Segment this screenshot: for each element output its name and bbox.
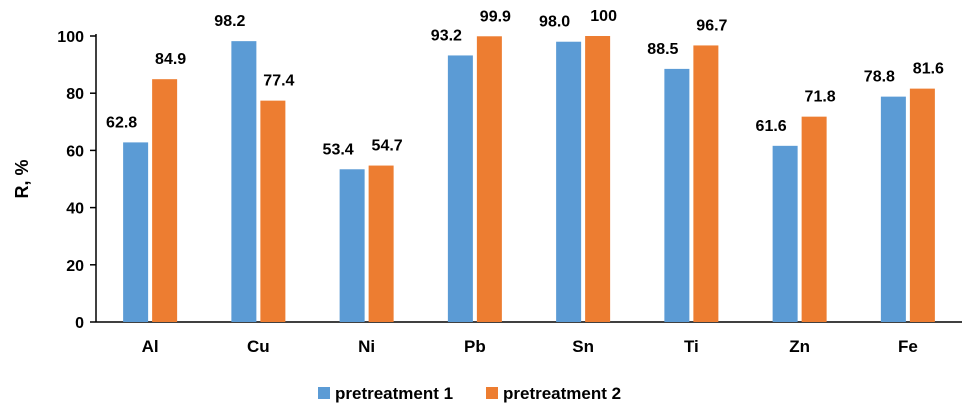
legend: pretreatment 1 pretreatment 2 — [318, 384, 621, 403]
x-tick-label: Sn — [572, 337, 594, 356]
x-axis: Al Cu Ni Pb Sn Ti Zn Fe — [96, 321, 962, 356]
bar-2 — [693, 45, 719, 323]
x-tick-label: Fe — [898, 337, 918, 356]
data-label: 96.7 — [696, 17, 727, 34]
bar-2 — [585, 36, 611, 322]
data-label: 62.8 — [106, 114, 137, 131]
bar-1 — [231, 41, 257, 322]
bar-1 — [880, 96, 906, 322]
y-tick-label: 40 — [66, 201, 84, 218]
legend-swatch — [318, 387, 330, 399]
y-axis-label: R, % — [12, 159, 32, 198]
data-label: 100 — [590, 8, 617, 25]
data-label: 98.0 — [539, 14, 570, 31]
data-label: 84.9 — [155, 51, 186, 68]
bar-2 — [909, 88, 935, 323]
bar-1 — [339, 169, 365, 322]
x-tick-label: Zn — [789, 337, 810, 356]
legend-swatch — [486, 387, 498, 399]
x-tick-label: Al — [142, 337, 159, 356]
bar-1 — [772, 145, 798, 322]
data-label: 99.9 — [480, 8, 511, 25]
y-axis: 0 20 40 60 80 100 — [57, 29, 97, 332]
bar-1 — [123, 142, 149, 322]
y-tick-label: 60 — [66, 143, 84, 160]
data-label: 54.7 — [372, 138, 403, 155]
data-label: 81.6 — [913, 61, 944, 78]
y-tick-label: 80 — [66, 86, 84, 103]
bar-2 — [152, 79, 178, 322]
y-tick-label: 20 — [66, 258, 84, 275]
bar-2 — [801, 116, 827, 322]
legend-label: pretreatment 2 — [503, 384, 621, 403]
data-label: 78.8 — [864, 69, 895, 86]
bar-2 — [260, 100, 286, 322]
data-label: 98.2 — [214, 13, 245, 30]
bars — [123, 36, 935, 323]
y-tick-label: 100 — [57, 29, 84, 46]
x-tick-label: Cu — [247, 337, 270, 356]
data-label: 61.6 — [756, 118, 787, 135]
x-tick-label: Pb — [464, 337, 486, 356]
x-tick-label: Ti — [684, 337, 699, 356]
data-label: 77.4 — [263, 73, 294, 90]
data-label: 93.2 — [431, 27, 462, 44]
x-tick-label: Ni — [358, 337, 375, 356]
data-labels: 62.8 84.9 98.2 77.4 53.4 54.7 93.2 99.9 98.0 100 8… — [106, 8, 944, 158]
bar-1 — [664, 68, 690, 322]
legend-label: pretreatment 1 — [335, 384, 453, 403]
data-label: 71.8 — [805, 89, 836, 106]
bar-1 — [447, 55, 473, 322]
bar-1 — [556, 41, 582, 322]
bar-2 — [368, 165, 394, 322]
data-label: 88.5 — [647, 41, 678, 58]
y-tick-label: 0 — [75, 315, 84, 332]
data-label: 53.4 — [323, 141, 354, 158]
bar-2 — [476, 36, 502, 322]
